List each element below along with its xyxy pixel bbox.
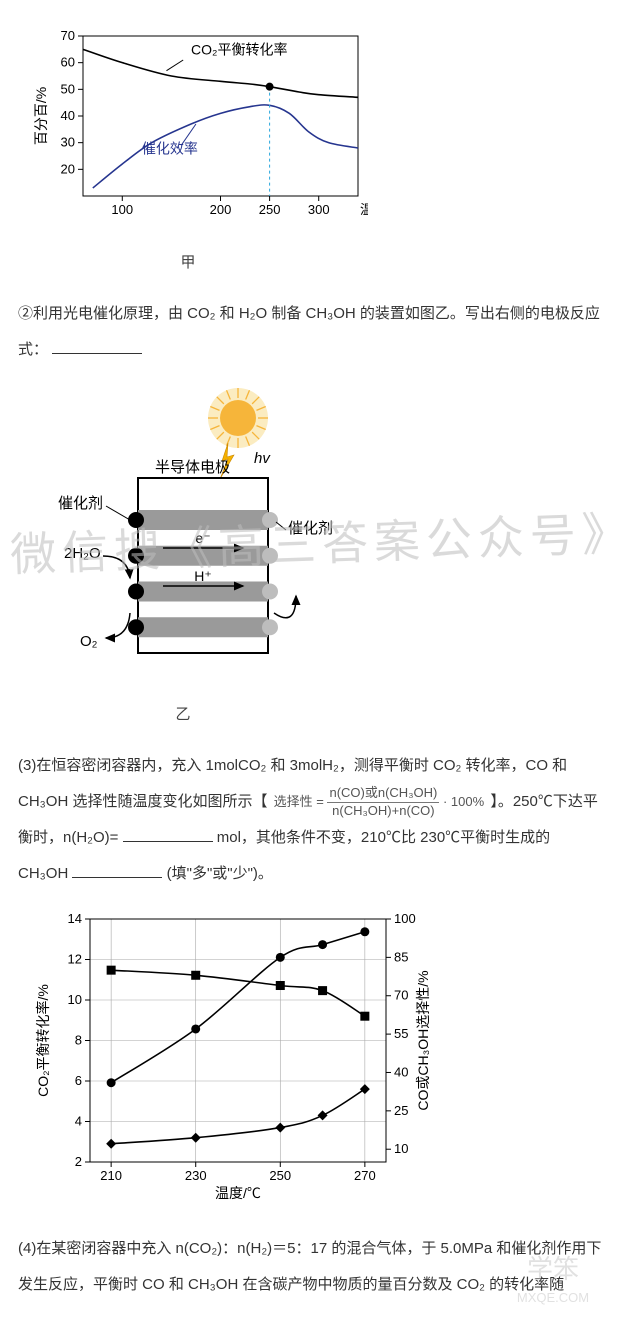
formula-prefix: 选择性 = (274, 795, 324, 809)
svg-text:250: 250 (259, 202, 281, 217)
svg-text:温度/℃: 温度/℃ (360, 202, 368, 217)
svg-text:CO₂平衡转化率: CO₂平衡转化率 (191, 42, 287, 58)
svg-text:14: 14 (68, 911, 82, 926)
svg-text:温度/℃: 温度/℃ (215, 1185, 261, 1201)
svg-text:H⁺: H⁺ (194, 568, 212, 584)
svg-text:230: 230 (185, 1168, 207, 1183)
svg-text:8: 8 (75, 1033, 82, 1048)
svg-text:O₂: O₂ (80, 633, 98, 650)
question-4: (4)在某密闭容器中充入 n(CO₂)：n(H₂)＝5：17 的混合气体，于 5… (18, 1231, 603, 1303)
svg-text:百分百/%: 百分百/% (33, 87, 49, 145)
svg-text:30: 30 (61, 135, 75, 150)
svg-text:70: 70 (61, 28, 75, 43)
blank-electrode-eq (52, 337, 142, 355)
svg-text:25: 25 (394, 1103, 408, 1118)
svg-text:70: 70 (394, 988, 408, 1003)
svg-text:2H₂O: 2H₂O (64, 545, 101, 562)
svg-text:20: 20 (61, 161, 75, 176)
chart-3: 2 4 6 8 10 12 14 10 25 40 55 70 85 100 210 230 250 270 CO₂… (28, 907, 448, 1202)
svg-text:CO或CH₃OH选择性/%: CO或CH₃OH选择性/% (415, 970, 431, 1110)
svg-text:催化效率: 催化效率 (142, 140, 198, 156)
svg-text:50: 50 (61, 81, 75, 96)
diagram-2-container: hv半导体电极催化剂催化剂2H₂OO₂e⁻H⁺ 乙 (28, 383, 603, 733)
svg-text:hv: hv (254, 450, 271, 467)
q4-text: (4)在某密闭容器中充入 n(CO₂)：n(H₂)＝5：17 的混合气体，于 5… (18, 1240, 601, 1293)
svg-text:85: 85 (394, 949, 408, 964)
q3-part4: (填"多"或"少")。 (167, 865, 273, 882)
svg-text:100: 100 (111, 202, 133, 217)
svg-text:40: 40 (394, 1064, 408, 1079)
svg-text:12: 12 (68, 952, 82, 967)
svg-text:270: 270 (354, 1168, 376, 1183)
svg-text:10: 10 (68, 992, 82, 1007)
svg-text:10: 10 (394, 1141, 408, 1156)
svg-text:6: 6 (75, 1073, 82, 1088)
question-2-2: ②利用光电催化原理，由 CO₂ 和 H₂O 制备 CH₃OH 的装置如图乙。写出… (18, 296, 603, 368)
svg-text:CO₂平衡转化率/%: CO₂平衡转化率/% (35, 984, 51, 1097)
svg-text:40: 40 (61, 108, 75, 123)
svg-text:催化剂: 催化剂 (288, 520, 333, 537)
svg-text:2: 2 (75, 1154, 82, 1169)
svg-text:210: 210 (100, 1168, 122, 1183)
diagram-2: hv半导体电极催化剂催化剂2H₂OO₂e⁻H⁺ (28, 383, 388, 683)
chart-1: 20 30 40 50 60 70 100 200 250 300 百分百/% 温度/℃ CO₂平衡转化… (28, 26, 368, 231)
svg-text:60: 60 (61, 55, 75, 70)
svg-text:半导体电极: 半导体电极 (155, 459, 230, 476)
svg-text:200: 200 (210, 202, 232, 217)
selectivity-formula: 选择性 = n(CO)或n(CH₃OH) n(CH₃OH)+n(CO) · 10… (274, 786, 485, 818)
diagram-2-caption: 乙 (58, 697, 308, 733)
formula-numerator: n(CO)或n(CH₃OH) (327, 786, 439, 802)
blank-n-h2o (123, 825, 213, 843)
formula-denominator: n(CH₃OH)+n(CO) (327, 803, 439, 818)
chart-3-container: 2 4 6 8 10 12 14 10 25 40 55 70 85 100 210 230 250 270 CO₂… (28, 907, 603, 1216)
formula-suffix: · 100% (443, 795, 484, 809)
svg-text:e⁻: e⁻ (195, 530, 210, 546)
svg-text:300: 300 (308, 202, 330, 217)
svg-text:100: 100 (394, 911, 416, 926)
chart-1-caption: 甲 (18, 245, 358, 281)
svg-text:55: 55 (394, 1026, 408, 1041)
svg-text:250: 250 (269, 1168, 291, 1183)
chart-1-container: 20 30 40 50 60 70 100 200 250 300 百分百/% 温度/℃ CO₂平衡转化… (28, 26, 603, 281)
svg-text:4: 4 (75, 1114, 82, 1129)
svg-text:催化剂: 催化剂 (58, 495, 103, 512)
blank-more-less (72, 861, 162, 879)
question-3: (3)在恒容密闭容器内，充入 1molCO₂ 和 3molH₂，测得平衡时 CO… (18, 748, 603, 892)
